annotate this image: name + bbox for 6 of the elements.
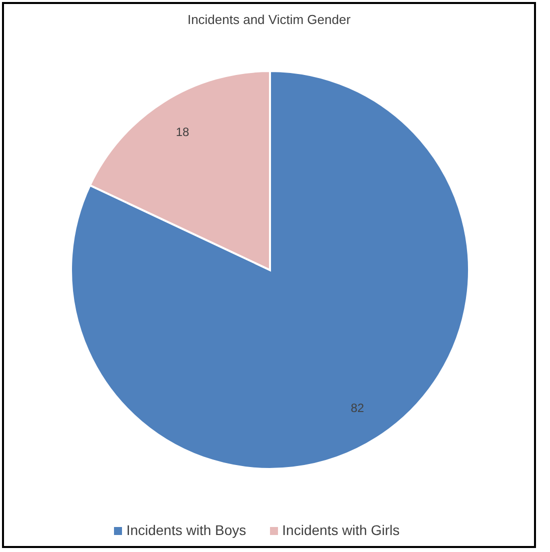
pie-slice	[70, 70, 470, 470]
legend-label: Incidents with Girls	[282, 522, 400, 538]
data-label: 82	[350, 400, 364, 415]
data-label: 18	[176, 125, 190, 140]
chart-title: Incidents and Victim Gender	[186, 12, 352, 27]
legend-label: Incidents with Boys	[126, 522, 246, 538]
